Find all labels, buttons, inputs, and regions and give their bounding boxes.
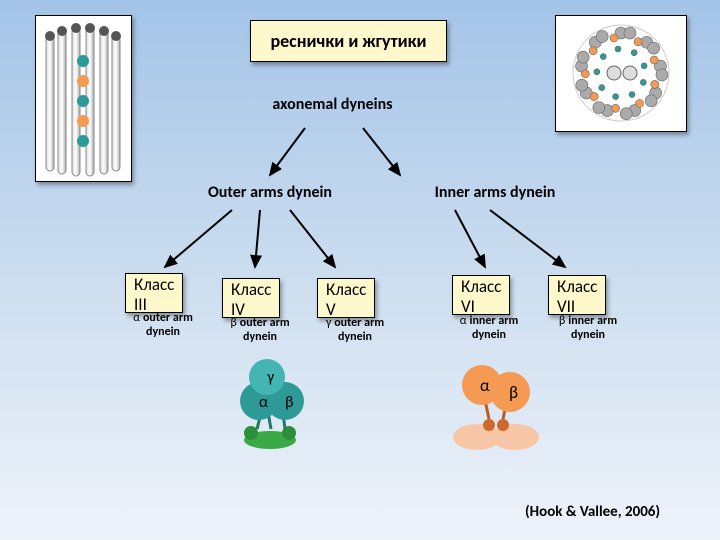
class-label: Класс: [134, 274, 174, 295]
outer-dynein-illustration: α β γ: [223, 355, 318, 450]
axoneme-cross-section-illustration: [555, 15, 687, 132]
class-3-sub: αouter arm dynein: [118, 312, 208, 340]
class-box-4: Класс IV: [222, 278, 280, 318]
outer-arms-label: Outer arms dynein: [190, 183, 350, 202]
class-5-sub: γouter arm dynein: [310, 317, 400, 345]
svg-text:α: α: [480, 375, 490, 396]
svg-text:γ: γ: [266, 368, 274, 387]
inner-arms-label: Inner arms dynein: [415, 183, 575, 202]
class-4-sub: βouter arm dynein: [215, 317, 305, 345]
axoneme-side-illustration: [35, 15, 132, 182]
svg-text:β: β: [285, 393, 294, 412]
class-box-6: Класс VI: [452, 275, 510, 315]
class-box-3: Класс III: [125, 273, 183, 313]
title-box: реснички и жгутики: [250, 20, 447, 62]
class-box-5: Класс V: [317, 278, 375, 318]
class-6-sub: αinner arm dynein: [444, 315, 534, 343]
svg-text:β: β: [509, 382, 518, 403]
svg-text:α: α: [259, 393, 268, 412]
level2-label: axonemal dyneins: [255, 95, 410, 114]
class-7-sub: βinner arm dynein: [543, 315, 633, 343]
citation: (Hook & Vallee, 2006): [525, 503, 660, 521]
class-box-7: Класс VII: [548, 275, 606, 315]
inner-dynein-illustration: α β: [445, 355, 545, 455]
